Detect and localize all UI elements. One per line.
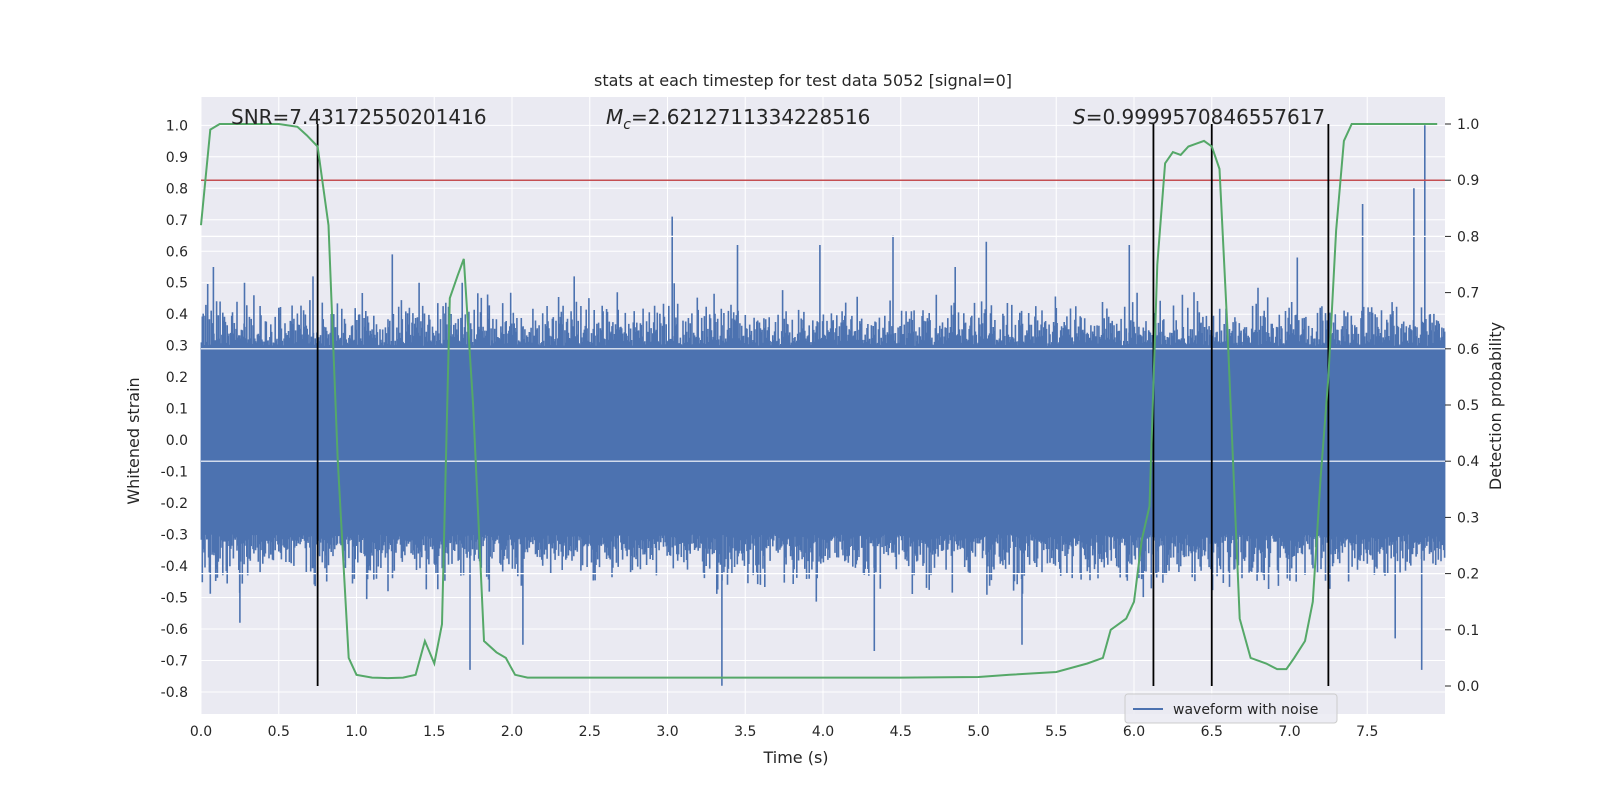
significance-value: =0.9999570846557617	[1086, 105, 1325, 129]
x-tick-label: 7.5	[1356, 724, 1378, 740]
x-tick-label: 5.5	[1045, 724, 1067, 740]
y-right-tick-label: 0.1	[1457, 623, 1479, 639]
y-left-tick-label: 0.0	[166, 433, 188, 449]
legend-entry: waveform with noise	[1173, 702, 1318, 718]
y-right-tick-label: 0.8	[1457, 229, 1479, 245]
chart-title: stats at each timestep for test data 505…	[594, 71, 1012, 90]
y-left-tick-label: 0.7	[166, 213, 188, 229]
y-left-tick-label: -0.6	[161, 622, 188, 638]
snr-annotation: SNR=7.43172550201416	[231, 105, 487, 129]
y-left-tick-label: 0.5	[166, 276, 188, 292]
chirp-mass-subscript: c	[623, 117, 631, 133]
y-left-tick-label: 0.3	[166, 339, 188, 355]
x-tick-label: 0.0	[190, 724, 212, 740]
y-left-tick-label: 0.4	[166, 307, 188, 323]
x-tick-label: 6.5	[1201, 724, 1223, 740]
x-tick-label: 4.5	[890, 724, 912, 740]
legend: waveform with noise	[1124, 693, 1338, 724]
y-right-tick-label: 0.2	[1457, 567, 1479, 583]
x-tick-label: 5.0	[967, 724, 989, 740]
x-tick-label: 6.0	[1123, 724, 1145, 740]
y-left-tick-label: -0.3	[161, 528, 188, 544]
y-left-tick-label: -0.7	[161, 653, 188, 669]
y-left-tick-label: 1.0	[166, 118, 188, 134]
y-left-axis-label: Whitened strain	[124, 377, 143, 504]
y-right-tick-label: 1.0	[1457, 117, 1479, 133]
y-left-tick-label: -0.1	[161, 465, 188, 481]
legend-box	[1124, 693, 1338, 724]
series-waveform-with-noise	[200, 125, 1446, 686]
chirp-mass-symbol: M	[606, 105, 623, 129]
y-left-tick-label: 0.9	[166, 150, 188, 166]
significance-annotation: S=0.9999570846557617	[1073, 105, 1325, 129]
y-left-tick-label: 0.6	[166, 244, 188, 260]
y-right-axis-label: Detection probability	[1486, 322, 1505, 490]
x-axis-label: Time (s)	[762, 748, 828, 767]
x-tick-label: 2.5	[579, 724, 601, 740]
y-right-tick-label: 0.6	[1457, 342, 1479, 358]
x-tick-label: 3.5	[734, 724, 756, 740]
x-tick-label: 7.0	[1278, 724, 1300, 740]
y-right-tick-label: 0.5	[1457, 398, 1479, 414]
waveform-core	[201, 361, 1445, 519]
x-tick-label: 0.5	[268, 724, 290, 740]
y-left-tick-label: 0.8	[166, 181, 188, 197]
y-right-tick-label: 0.7	[1457, 286, 1479, 302]
x-tick-label: 4.0	[812, 724, 834, 740]
y-left-tick-label: -0.4	[161, 559, 188, 575]
chirp-mass-annotation: Mc=2.6212711334228516	[606, 105, 870, 133]
y-right-tick-label: 0.9	[1457, 173, 1479, 189]
x-tick-label: 3.0	[656, 724, 678, 740]
y-right-axis-ticks: 0.0 0.1 0.2 0.3 0.4 0.5 0.6 0.7 0.8 0.9 1.0	[1445, 117, 1479, 695]
y-left-axis-ticks: -0.8 -0.7 -0.6 -0.5 -0.4 -0.3 -0.2 -0.1 0.0 0.1 0.…	[161, 118, 188, 701]
y-left-tick-label: 0.2	[166, 370, 188, 386]
y-left-tick-label: -0.2	[161, 496, 188, 512]
chirp-mass-value: =2.6212711334228516	[631, 105, 870, 129]
y-left-tick-label: -0.5	[161, 591, 188, 607]
y-left-tick-label: 0.1	[166, 402, 188, 418]
significance-symbol: S	[1073, 105, 1086, 129]
x-axis-ticks: 0.0 0.5 1.0 1.5 2.0 2.5 3.0 3.5 4.0 4.5 5.0 5.5 6.0 6…	[190, 724, 1379, 740]
series-detection-probability	[200, 123, 1438, 680]
y-left-tick-label: -0.8	[161, 685, 188, 701]
x-tick-label: 2.0	[501, 724, 523, 740]
x-tick-label: 1.0	[345, 724, 367, 740]
y-right-tick-label: 0.3	[1457, 510, 1479, 526]
x-tick-label: 1.5	[423, 724, 445, 740]
y-right-tick-label: 0.4	[1457, 454, 1479, 470]
y-right-tick-label: 0.0	[1457, 679, 1479, 695]
plot-area: waveform with noise	[200, 97, 1446, 724]
